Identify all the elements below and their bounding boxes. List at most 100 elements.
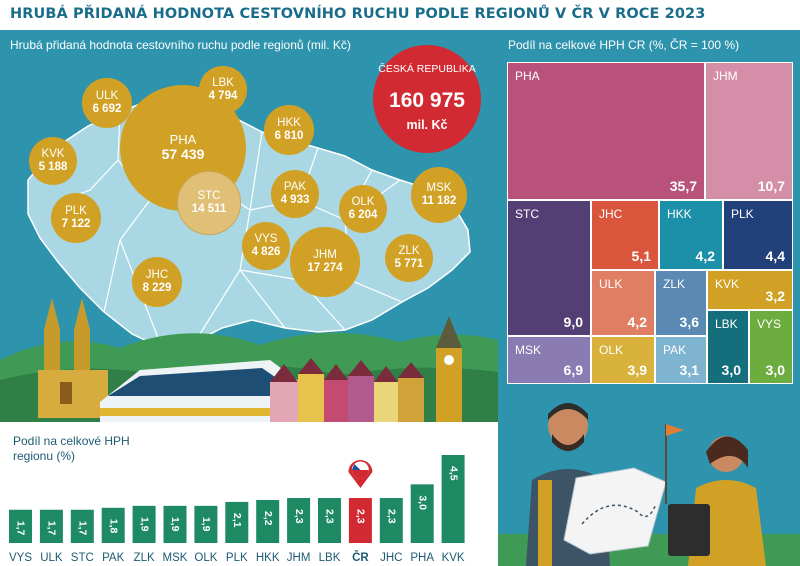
treemap-tile-pak: PAK 3,1 — [655, 336, 707, 384]
tile-code: PAK — [663, 343, 687, 357]
tile-code: PHA — [515, 69, 540, 83]
bar-chart-title: Podíl na celkové HPH regionu (%) — [13, 434, 130, 463]
treemap-tile-zlk: ZLK 3,6 — [655, 270, 707, 336]
bubble-value: 17 274 — [307, 261, 343, 274]
bar-chart-panel: Podíl na celkové HPH regionu (%) 1,7 VYS 1… — [0, 422, 498, 566]
bubble-vys: VYS 4 826 — [242, 222, 290, 270]
bubble-code: JHC — [145, 269, 169, 282]
bubble-code: JHM — [313, 249, 337, 262]
czech-flag-icon — [348, 460, 373, 489]
treemap-tile-msk: MSK 6,9 — [507, 336, 591, 384]
tile-value: 6,9 — [563, 362, 583, 378]
bubble-jhc: JHC 8 229 — [131, 256, 183, 308]
treemap-tile-jhc: JHC 5,1 — [591, 200, 659, 270]
bar-pak — [101, 507, 125, 543]
bubble-value: 5 188 — [38, 160, 68, 173]
bubble-hkk: HKK 6 810 — [264, 105, 314, 155]
bar-value-label: 1,7 — [46, 521, 58, 536]
bar-category-label: JHM — [287, 552, 311, 564]
bar-value-label: 4,5 — [447, 466, 459, 481]
bubble-layer: PHA 57 439 STC 14 511 JHM 17 274 MSK 11 182 JHC 8… — [0, 30, 498, 450]
map-subtitle: Hrubá přidaná hodnota cestovního ruchu p… — [10, 38, 351, 52]
bar-stc — [70, 509, 94, 543]
bubble-lbk: LBK 4 794 — [199, 66, 247, 114]
treemap-tile-ulk: ULK 4,2 — [591, 270, 655, 336]
treemap-tile-olk: OLK 3,9 — [591, 336, 655, 384]
treemap-tile-pha: PHA 35,7 — [507, 62, 705, 200]
tile-value: 3,9 — [627, 362, 647, 378]
treemap-tile-lbk: LBK 3,0 — [707, 310, 749, 384]
bar-category-label: ČR — [352, 551, 369, 564]
bar-value-label: 1,7 — [15, 521, 27, 536]
bar-vys — [9, 509, 32, 543]
bubble-value: 6 692 — [92, 102, 122, 115]
bubble-msk: MSK 11 182 — [411, 167, 467, 223]
train-illustration — [100, 360, 300, 422]
bar-category-label: KVK — [442, 552, 465, 564]
tile-code: PLK — [731, 207, 754, 221]
bar-value-label: 1,8 — [107, 519, 119, 534]
page-title: HRUBÁ PŘIDANÁ HODNOTA CESTOVNÍHO RUCHU P… — [10, 6, 706, 22]
bar-pha — [410, 484, 434, 543]
bar-hkk — [256, 499, 280, 543]
treemap-tile-plk: PLK 4,4 — [723, 200, 793, 270]
bubble-value: 6 204 — [348, 208, 378, 221]
travelers-illustration — [498, 403, 800, 566]
tile-value: 4,2 — [695, 248, 715, 264]
bar-zlk — [132, 505, 156, 543]
bubble-code: LBK — [212, 77, 234, 90]
bar-category-label: LBK — [319, 552, 341, 564]
tile-code: ZLK — [663, 277, 686, 291]
treemap-tile-jhm: JHM 10,7 — [705, 62, 793, 200]
bubble-olk: OLK 6 204 — [338, 184, 388, 234]
tile-code: MSK — [515, 343, 542, 357]
bar-category-label: ULK — [40, 552, 63, 564]
bar-category-label: STC — [71, 552, 94, 564]
bar-value-label: 2,3 — [386, 509, 398, 524]
bar-kvk — [441, 455, 465, 543]
bubble-value: 7 122 — [61, 217, 91, 230]
bar-plk — [225, 501, 249, 543]
bar-category-label: VYS — [9, 552, 32, 564]
tile-code: VYS — [757, 317, 782, 331]
bubble-code: VYS — [254, 233, 278, 246]
tile-value: 4,2 — [627, 314, 647, 330]
bubble-code: PAK — [283, 181, 307, 194]
bar-category-label: PHA — [410, 552, 434, 564]
paper-map — [563, 467, 667, 555]
bar-value-label: 2,1 — [231, 513, 243, 528]
bubble-value: 6 810 — [274, 129, 304, 142]
bar-category-label: MSK — [163, 552, 188, 564]
bubble-plk: PLK 7 122 — [51, 193, 101, 243]
houses-illustration — [270, 316, 462, 422]
bubble-code: ZLK — [398, 245, 420, 258]
tile-value: 3,2 — [765, 288, 785, 304]
treemap-tile-kvk: KVK 3,2 — [707, 270, 793, 310]
bar-category-label: PLK — [226, 552, 248, 564]
man-head — [548, 406, 588, 446]
bar-category-label: OLK — [194, 552, 217, 564]
tile-code: STC — [515, 207, 539, 221]
bar-value-label: 2,3 — [293, 509, 305, 524]
tile-value: 9,0 — [563, 314, 583, 330]
tile-value: 5,1 — [631, 248, 651, 264]
bar-msk — [163, 505, 187, 543]
bar-value-label: 1,9 — [169, 517, 181, 532]
tile-value: 4,4 — [765, 248, 785, 264]
bar-jhc — [379, 498, 403, 543]
bubble-value: 5 771 — [394, 257, 424, 270]
bubble-code: HKK — [277, 117, 301, 130]
total-unit: mil. Kč — [406, 118, 448, 132]
bubble-value: 11 182 — [421, 194, 457, 207]
total-value: 160 975 — [389, 89, 465, 112]
bar-category-label: ZLK — [134, 552, 155, 564]
map-panel: Hrubá přidaná hodnota cestovního ruchu p… — [0, 30, 498, 566]
bubble-pak: PAK 4 933 — [271, 170, 319, 218]
bubble-code: ULK — [95, 90, 119, 103]
bar-ulk — [39, 509, 63, 543]
tile-code: JHM — [713, 69, 738, 83]
bar-value-label: 2,2 — [262, 511, 274, 526]
bubble-code: KVK — [41, 148, 65, 161]
bubble-code: PHA — [169, 132, 197, 148]
bubble-jhm: JHM 17 274 — [290, 227, 360, 297]
